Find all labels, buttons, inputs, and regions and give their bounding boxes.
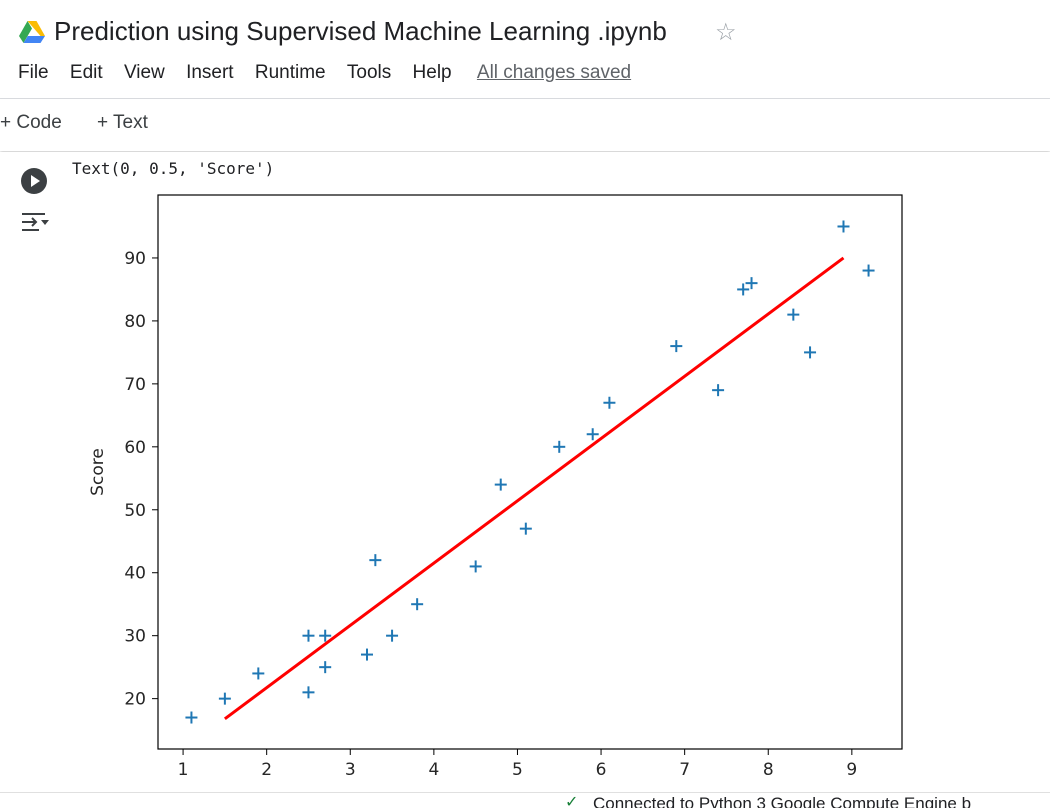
data-point bbox=[218, 692, 231, 705]
x-tick-label: 8 bbox=[763, 760, 774, 780]
data-point bbox=[494, 478, 507, 491]
play-icon bbox=[31, 175, 40, 187]
data-point bbox=[469, 560, 482, 573]
google-drive-icon[interactable] bbox=[19, 21, 45, 43]
save-status-link[interactable]: All changes saved bbox=[476, 62, 632, 83]
data-point bbox=[369, 554, 382, 567]
y-tick-label: 30 bbox=[124, 627, 146, 647]
x-tick-label: 2 bbox=[261, 760, 272, 780]
x-tick-label: 9 bbox=[846, 760, 857, 780]
data-point bbox=[804, 346, 817, 359]
data-point bbox=[302, 686, 315, 699]
data-point bbox=[360, 648, 373, 661]
data-point bbox=[862, 264, 875, 277]
menu-bar: File Edit View Insert Runtime Tools Help… bbox=[18, 62, 631, 84]
y-tick-label: 20 bbox=[124, 690, 146, 710]
data-point bbox=[745, 277, 758, 290]
data-point bbox=[712, 384, 725, 397]
data-point bbox=[603, 396, 616, 409]
code-cell: Text(0, 0.5, 'Score') 1 2 3 4 5 6 7 8 9 20 30 40 50 6… bbox=[0, 152, 1050, 792]
x-tick-label: 4 bbox=[428, 760, 439, 780]
x-tick-label: 1 bbox=[178, 760, 189, 780]
x-tick-label: 7 bbox=[679, 760, 690, 780]
check-icon: ✓ bbox=[565, 794, 579, 808]
data-point bbox=[411, 598, 424, 611]
connection-status[interactable]: Connected to Python 3 Google Compute Eng… bbox=[593, 794, 972, 808]
menu-edit[interactable]: Edit bbox=[69, 62, 103, 83]
y-axis-label: Score bbox=[88, 448, 108, 496]
y-tick-label: 90 bbox=[124, 249, 146, 269]
y-tick-label: 60 bbox=[124, 438, 146, 458]
data-point bbox=[319, 661, 332, 674]
data-point bbox=[737, 283, 750, 296]
data-point bbox=[319, 629, 332, 642]
data-point bbox=[519, 522, 532, 535]
data-point bbox=[670, 340, 683, 353]
data-point bbox=[386, 629, 399, 642]
data-point bbox=[185, 711, 198, 724]
run-cell-button[interactable] bbox=[21, 168, 47, 194]
menu-insert[interactable]: Insert bbox=[186, 62, 234, 83]
y-tick-label: 50 bbox=[124, 501, 146, 521]
y-tick-label: 40 bbox=[124, 564, 146, 584]
plot-frame bbox=[157, 194, 903, 750]
x-tick-label: 5 bbox=[512, 760, 523, 780]
notebook-title[interactable]: Prediction using Supervised Machine Lear… bbox=[54, 16, 667, 46]
scatter-plot: 1 2 3 4 5 6 7 8 9 20 30 40 50 60 70 80 90 Score bbox=[88, 194, 903, 780]
header: Prediction using Supervised Machine Lear… bbox=[0, 0, 1050, 99]
add-code-button[interactable]: + Code bbox=[0, 112, 62, 133]
status-bar: ✓ Connected to Python 3 Google Compute E… bbox=[0, 792, 1050, 808]
regression-line bbox=[223, 256, 845, 720]
data-point bbox=[837, 220, 850, 233]
cell-output-text: Text(0, 0.5, 'Score') bbox=[72, 159, 275, 178]
y-tick-label: 70 bbox=[124, 375, 146, 395]
toolbar: + Code + Text bbox=[0, 99, 1050, 151]
menu-help[interactable]: Help bbox=[412, 62, 452, 83]
output-options-icon[interactable] bbox=[19, 210, 51, 240]
menu-tools[interactable]: Tools bbox=[346, 62, 392, 83]
y-tick-label: 80 bbox=[124, 312, 146, 332]
menu-runtime[interactable]: Runtime bbox=[254, 62, 326, 83]
data-point bbox=[553, 440, 566, 453]
data-point bbox=[252, 667, 265, 680]
star-icon[interactable]: ☆ bbox=[715, 19, 737, 46]
x-tick-label: 3 bbox=[345, 760, 356, 780]
menu-view[interactable]: View bbox=[123, 62, 165, 83]
menu-file[interactable]: File bbox=[18, 62, 49, 83]
data-point bbox=[787, 308, 800, 321]
data-point bbox=[302, 629, 315, 642]
data-point bbox=[586, 428, 599, 441]
add-text-button[interactable]: + Text bbox=[97, 112, 148, 133]
x-tick-label: 6 bbox=[596, 760, 607, 780]
